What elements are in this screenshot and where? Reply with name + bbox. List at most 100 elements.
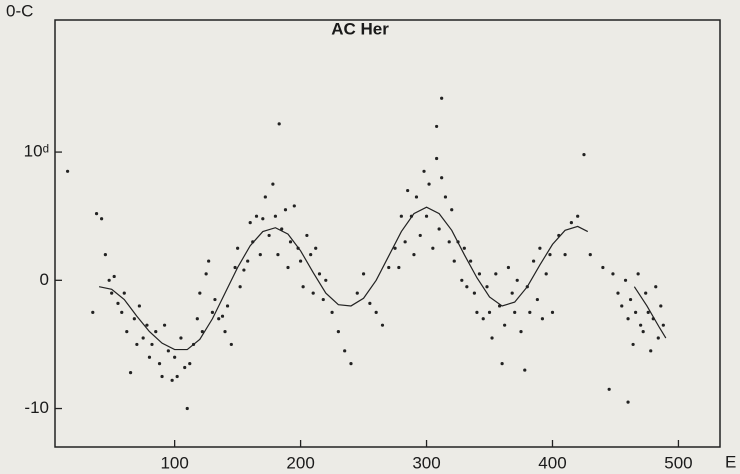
data-point (213, 297, 217, 302)
y-tick-label: 0 (40, 270, 49, 289)
data-point (485, 285, 489, 289)
data-point (636, 272, 640, 276)
data-point (200, 329, 204, 334)
data-point (487, 310, 492, 314)
data-point (435, 124, 439, 129)
data-point (229, 342, 233, 347)
data-point (263, 195, 267, 199)
data-point (523, 368, 527, 372)
data-point (175, 374, 179, 379)
data-point (223, 329, 227, 334)
data-point (569, 221, 573, 225)
x-tick-label: 200 (286, 453, 314, 472)
fit-curve (98, 206, 667, 351)
data-point (220, 314, 225, 318)
data-point (440, 96, 444, 100)
data-point (465, 285, 469, 289)
data-point (207, 259, 211, 263)
data-point (481, 317, 485, 321)
data-point (435, 156, 439, 161)
data-point (540, 317, 545, 321)
data-point (112, 274, 116, 279)
data-point (611, 272, 615, 276)
data-point (225, 304, 230, 308)
data-point (380, 323, 385, 327)
data-point (286, 265, 290, 270)
data-point (204, 272, 208, 276)
data-point (145, 323, 149, 327)
data-point (437, 227, 441, 231)
x-axis-label: E (725, 452, 736, 471)
data-point (406, 188, 410, 193)
data-point (548, 253, 552, 257)
data-point (120, 310, 124, 314)
x-tick-label: 300 (412, 453, 440, 472)
data-point (65, 169, 70, 173)
data-point (374, 310, 378, 314)
data-point (233, 265, 237, 270)
data-point (298, 259, 303, 263)
data-point (634, 310, 638, 314)
data-point (349, 362, 353, 366)
data-point (150, 342, 154, 347)
data-point (460, 278, 464, 282)
data-point (122, 291, 126, 295)
data-point (510, 291, 514, 295)
data-point (94, 212, 99, 216)
data-point (412, 253, 416, 257)
data-point (271, 182, 275, 186)
data-point (162, 323, 167, 327)
data-point (280, 227, 284, 231)
data-point (450, 208, 454, 212)
data-point (128, 371, 133, 375)
data-point (639, 323, 643, 327)
data-point (361, 272, 366, 276)
data-point (443, 195, 448, 199)
data-point (321, 297, 325, 302)
data-point (179, 336, 183, 340)
data-point (210, 310, 215, 314)
data-point (305, 233, 309, 238)
data-point (125, 329, 129, 334)
data-point (273, 214, 278, 218)
data-point (107, 278, 111, 282)
data-point (641, 329, 645, 334)
data-point (267, 233, 271, 238)
data-point (515, 278, 519, 282)
data-point (141, 336, 145, 340)
data-point (317, 272, 322, 276)
data-point (301, 285, 305, 289)
data-point (160, 374, 164, 379)
data-point (427, 182, 431, 186)
data-point (198, 291, 202, 295)
data-point (649, 349, 653, 353)
data-point (254, 214, 259, 218)
data-point (170, 378, 174, 382)
data-point (582, 153, 586, 157)
data-point (500, 362, 504, 366)
data-point (538, 246, 542, 250)
data-point (513, 310, 517, 314)
data-point (183, 365, 187, 370)
data-point (236, 246, 240, 250)
data-point (238, 285, 242, 289)
x-tick-label: 500 (664, 453, 692, 472)
data-point (399, 214, 403, 218)
data-point (550, 310, 555, 314)
data-point (173, 355, 177, 359)
data-point (154, 329, 158, 334)
data-point (132, 317, 136, 321)
data-point (387, 265, 391, 270)
data-point (659, 304, 663, 308)
data-point (576, 214, 580, 218)
data-point (469, 259, 473, 263)
data-point (475, 310, 479, 314)
data-point (292, 204, 296, 208)
data-point (656, 336, 660, 340)
y-axis-label: 0-C (6, 1, 33, 20)
data-point (276, 253, 280, 257)
data-point (616, 291, 620, 295)
data-point (519, 329, 523, 334)
